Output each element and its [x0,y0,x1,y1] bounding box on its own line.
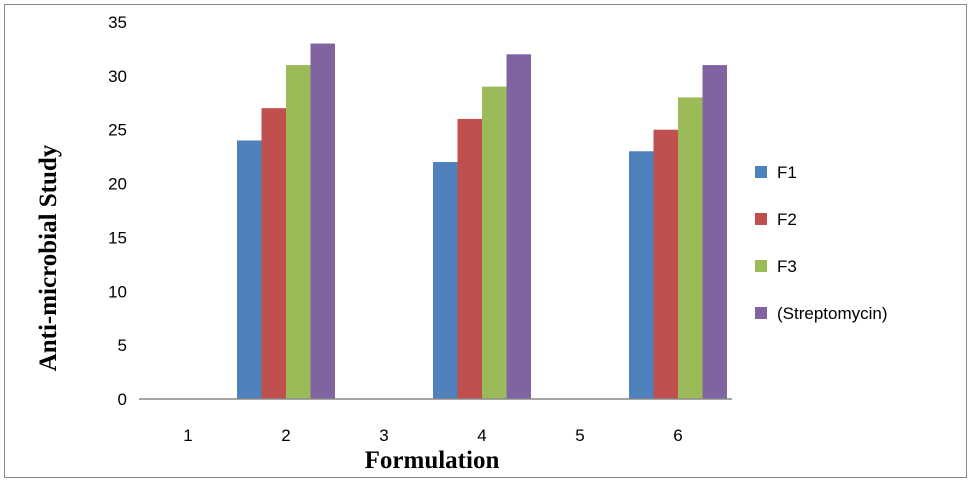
y-tick-label: 10 [108,282,127,301]
legend-label: F1 [777,163,797,182]
bar-f2-2 [261,108,286,400]
legend-label: F3 [777,257,797,276]
bar-f1-6 [629,151,654,399]
bar-f3-4 [482,86,507,399]
legend-label: (Streptomycin) [777,304,888,323]
bar-f2-4 [457,118,482,399]
y-tick-label: 15 [108,228,127,247]
y-tick-label: 20 [108,175,127,194]
bar-f2-6 [653,129,678,399]
bar-f3-2 [286,65,311,399]
legend-swatch-1 [755,166,767,178]
x-tick-label: 6 [673,426,682,445]
x-tick-label: 1 [183,426,192,445]
bar-streptomycin-2 [310,43,335,400]
legend-label: F2 [777,210,797,229]
y-tick-label: 25 [108,121,127,140]
chart-frame [4,4,967,478]
y-tick-label: 30 [108,67,127,86]
x-tick-label: 5 [575,426,584,445]
legend-swatch-4 [755,307,767,319]
x-tick-label: 3 [379,426,388,445]
bar-streptomycin-4 [506,54,531,400]
y-tick-label: 5 [118,336,127,355]
bar-f3-6 [678,97,703,400]
x-tick-label: 2 [281,426,290,445]
x-axis-title: Formulation [365,447,500,474]
x-tick-label: 4 [477,426,486,445]
bar-streptomycin-6 [702,65,727,399]
bar-f1-2 [237,140,262,399]
legend-swatch-3 [755,260,767,272]
y-axis-title: Anti-microbial Study [35,144,62,371]
legend-swatch-2 [755,213,767,225]
y-tick-label: 35 [108,13,127,32]
y-tick-label: 0 [118,390,127,409]
bar-f1-4 [433,162,458,399]
